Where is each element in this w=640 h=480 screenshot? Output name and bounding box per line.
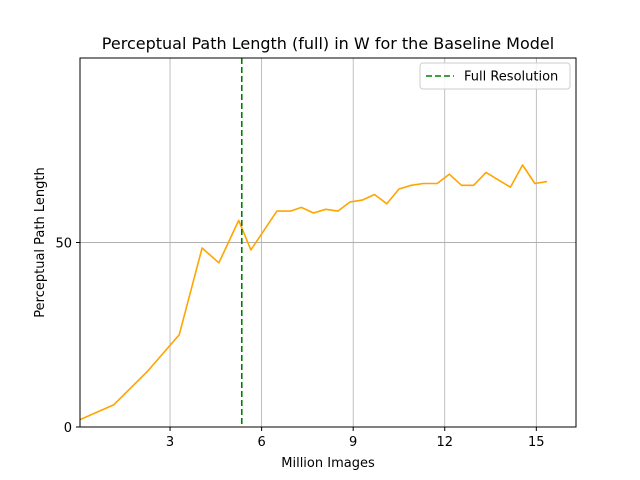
y-tick-label: 50 [55, 237, 72, 252]
x-tick-label: 3 [166, 435, 174, 450]
y-axis-label: Perceptual Path Length [33, 167, 48, 317]
legend: Full Resolution [419, 62, 571, 90]
x-tick-label: 6 [257, 435, 265, 450]
axis-ticks: 3 6 9 12 15 0 50 [55, 237, 544, 451]
legend-box [419, 62, 571, 90]
x-tick-label: 15 [528, 435, 545, 450]
chart-title: Perceptual Path Length (full) in W for t… [102, 34, 554, 53]
series-layer [79, 164, 548, 421]
y-tick-label: 0 [64, 421, 72, 436]
legend-label: Full Resolution [464, 70, 558, 85]
x-axis-label: Million Images [281, 456, 375, 471]
x-tick-label: 9 [349, 435, 357, 450]
series-line [79, 164, 548, 421]
x-tick-label: 12 [436, 435, 453, 450]
